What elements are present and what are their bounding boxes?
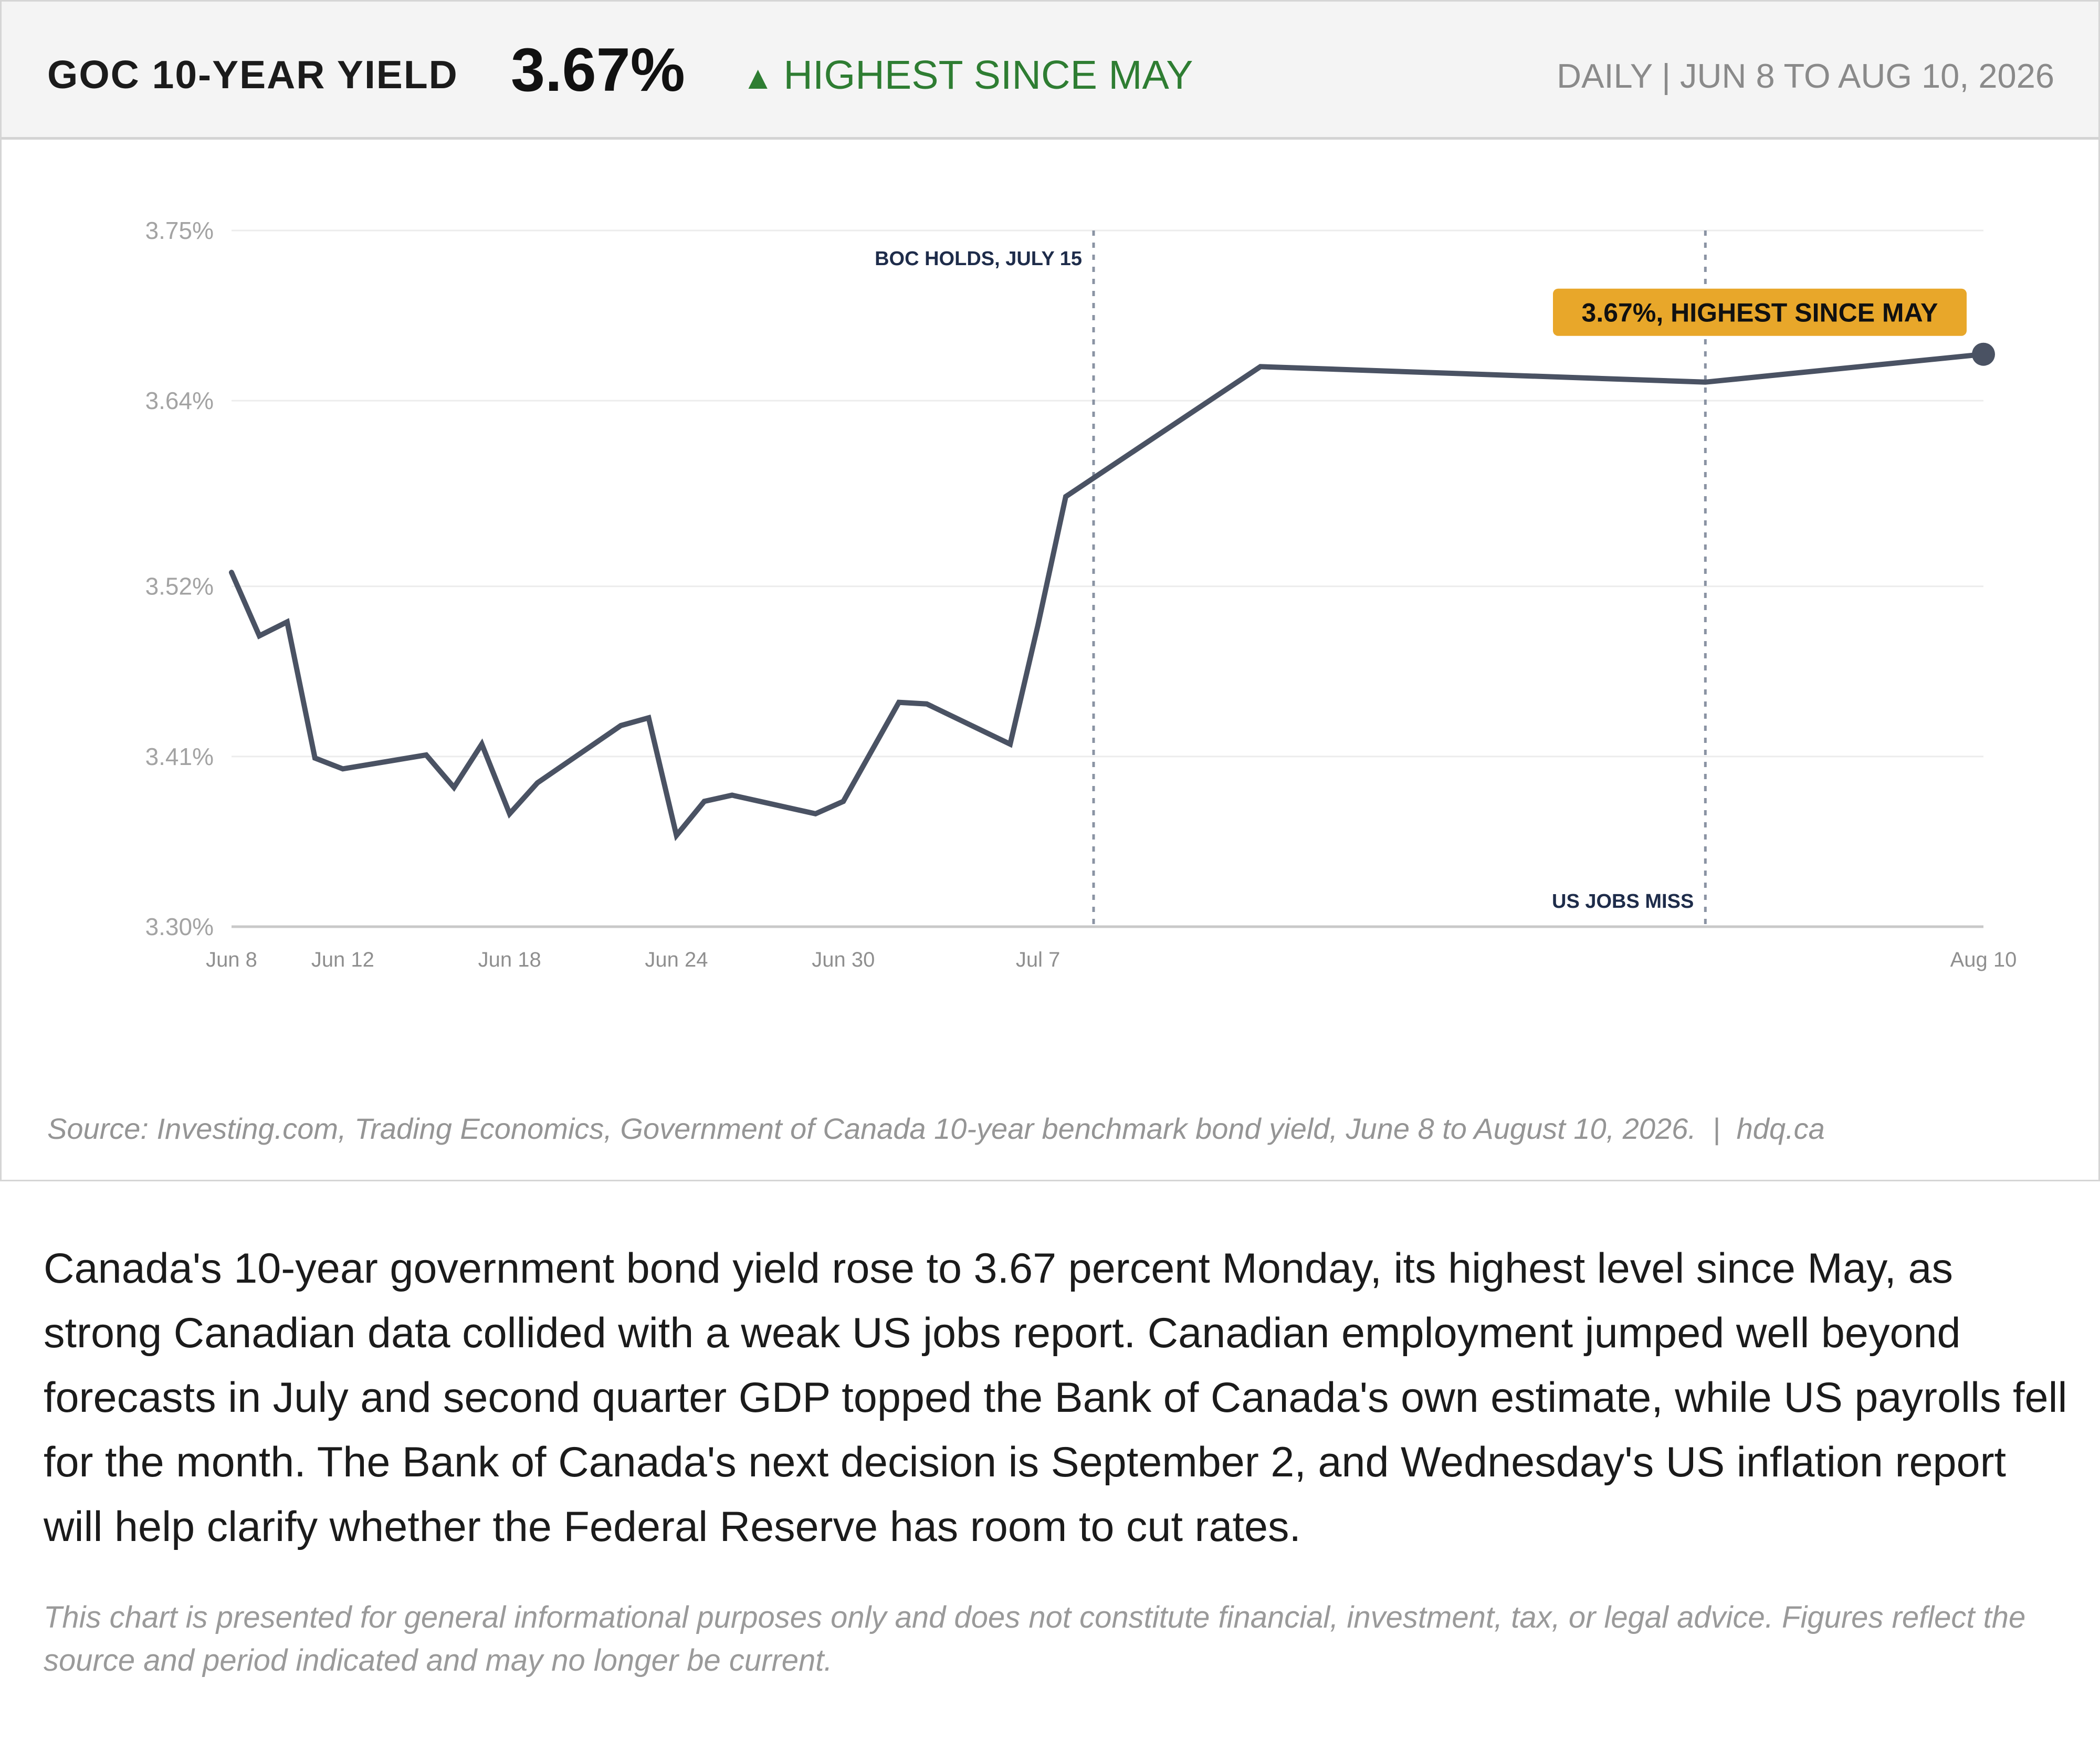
- arrow-up-icon: ▲: [742, 60, 774, 96]
- chart-header: GOC 10-YEAR YIELD 3.67% ▲ HIGHEST SINCE M…: [2, 2, 2098, 140]
- event-markers: BOC HOLDS, JULY 15 US JOBS MISS: [875, 230, 1707, 927]
- chart-card: GOC 10-YEAR YIELD 3.67% ▲ HIGHEST SINCE M…: [0, 0, 2100, 1181]
- line-chart: 3.30%3.41%3.52%3.64%3.75% Jun 8 Jun 12 Jun…: [145, 217, 2017, 971]
- x-tick-label: Jul 7: [1016, 948, 1060, 971]
- x-tick-label: Jun 18: [478, 948, 541, 971]
- x-axis-ticks: Jun 8 Jun 12 Jun 18 Jun 24 Jun 30 Jul 7 Aug 10: [206, 948, 2017, 971]
- source-note: Source: Investing.com, Trading Economics…: [47, 1112, 1825, 1146]
- y-tick-label: 3.75%: [145, 217, 214, 244]
- site-link[interactable]: hdq.ca: [1736, 1112, 1825, 1145]
- grid-lines: [232, 229, 1983, 928]
- source-text: Source: Investing.com, Trading Economics…: [47, 1112, 1696, 1145]
- disclaimer: This chart is presented for general info…: [44, 1600, 2026, 1677]
- series-line: [229, 351, 1986, 842]
- callout-text: 3.67%, HIGHEST SINCE MAY: [1582, 298, 1938, 328]
- x-tick-label: Jun 12: [311, 948, 374, 971]
- callout-layer: 3.67%, HIGHEST SINCE MAY: [1553, 288, 1967, 336]
- x-tick-label: Aug 10: [1950, 948, 2017, 971]
- y-tick-label: 3.30%: [145, 913, 214, 940]
- y-axis-ticks: 3.30% 3.41% 3.52% 3.64% 3.75%: [145, 217, 214, 940]
- series-layer: [229, 342, 1995, 842]
- source-separator: |: [1696, 1112, 1737, 1145]
- trend-text: HIGHEST SINCE MAY: [783, 53, 1193, 98]
- x-tick-label: Jun 24: [645, 948, 708, 971]
- event-label: BOC HOLDS, JULY 15: [875, 248, 1082, 270]
- latest-point-marker: [1972, 342, 1995, 366]
- x-tick-label: Jun 8: [206, 948, 257, 971]
- headline-value: 3.67%: [511, 35, 685, 104]
- callout-badge: [1553, 288, 1967, 336]
- period-label: DAILY | JUN 8 TO AUG 10, 2026: [1557, 57, 2054, 95]
- y-tick-label: 3.52%: [145, 573, 214, 600]
- article-paragraph: Canada's 10-year government bond yield r…: [44, 1245, 2067, 1550]
- trend-badge: ▲ HIGHEST SINCE MAY: [742, 52, 1193, 99]
- event-label: US JOBS MISS: [1552, 890, 1694, 913]
- y-tick-label: 3.41%: [145, 743, 214, 770]
- x-tick-label: Jun 30: [812, 948, 875, 971]
- chart-title: GOC 10-YEAR YIELD: [47, 53, 458, 97]
- y-tick-label: 3.64%: [145, 387, 214, 414]
